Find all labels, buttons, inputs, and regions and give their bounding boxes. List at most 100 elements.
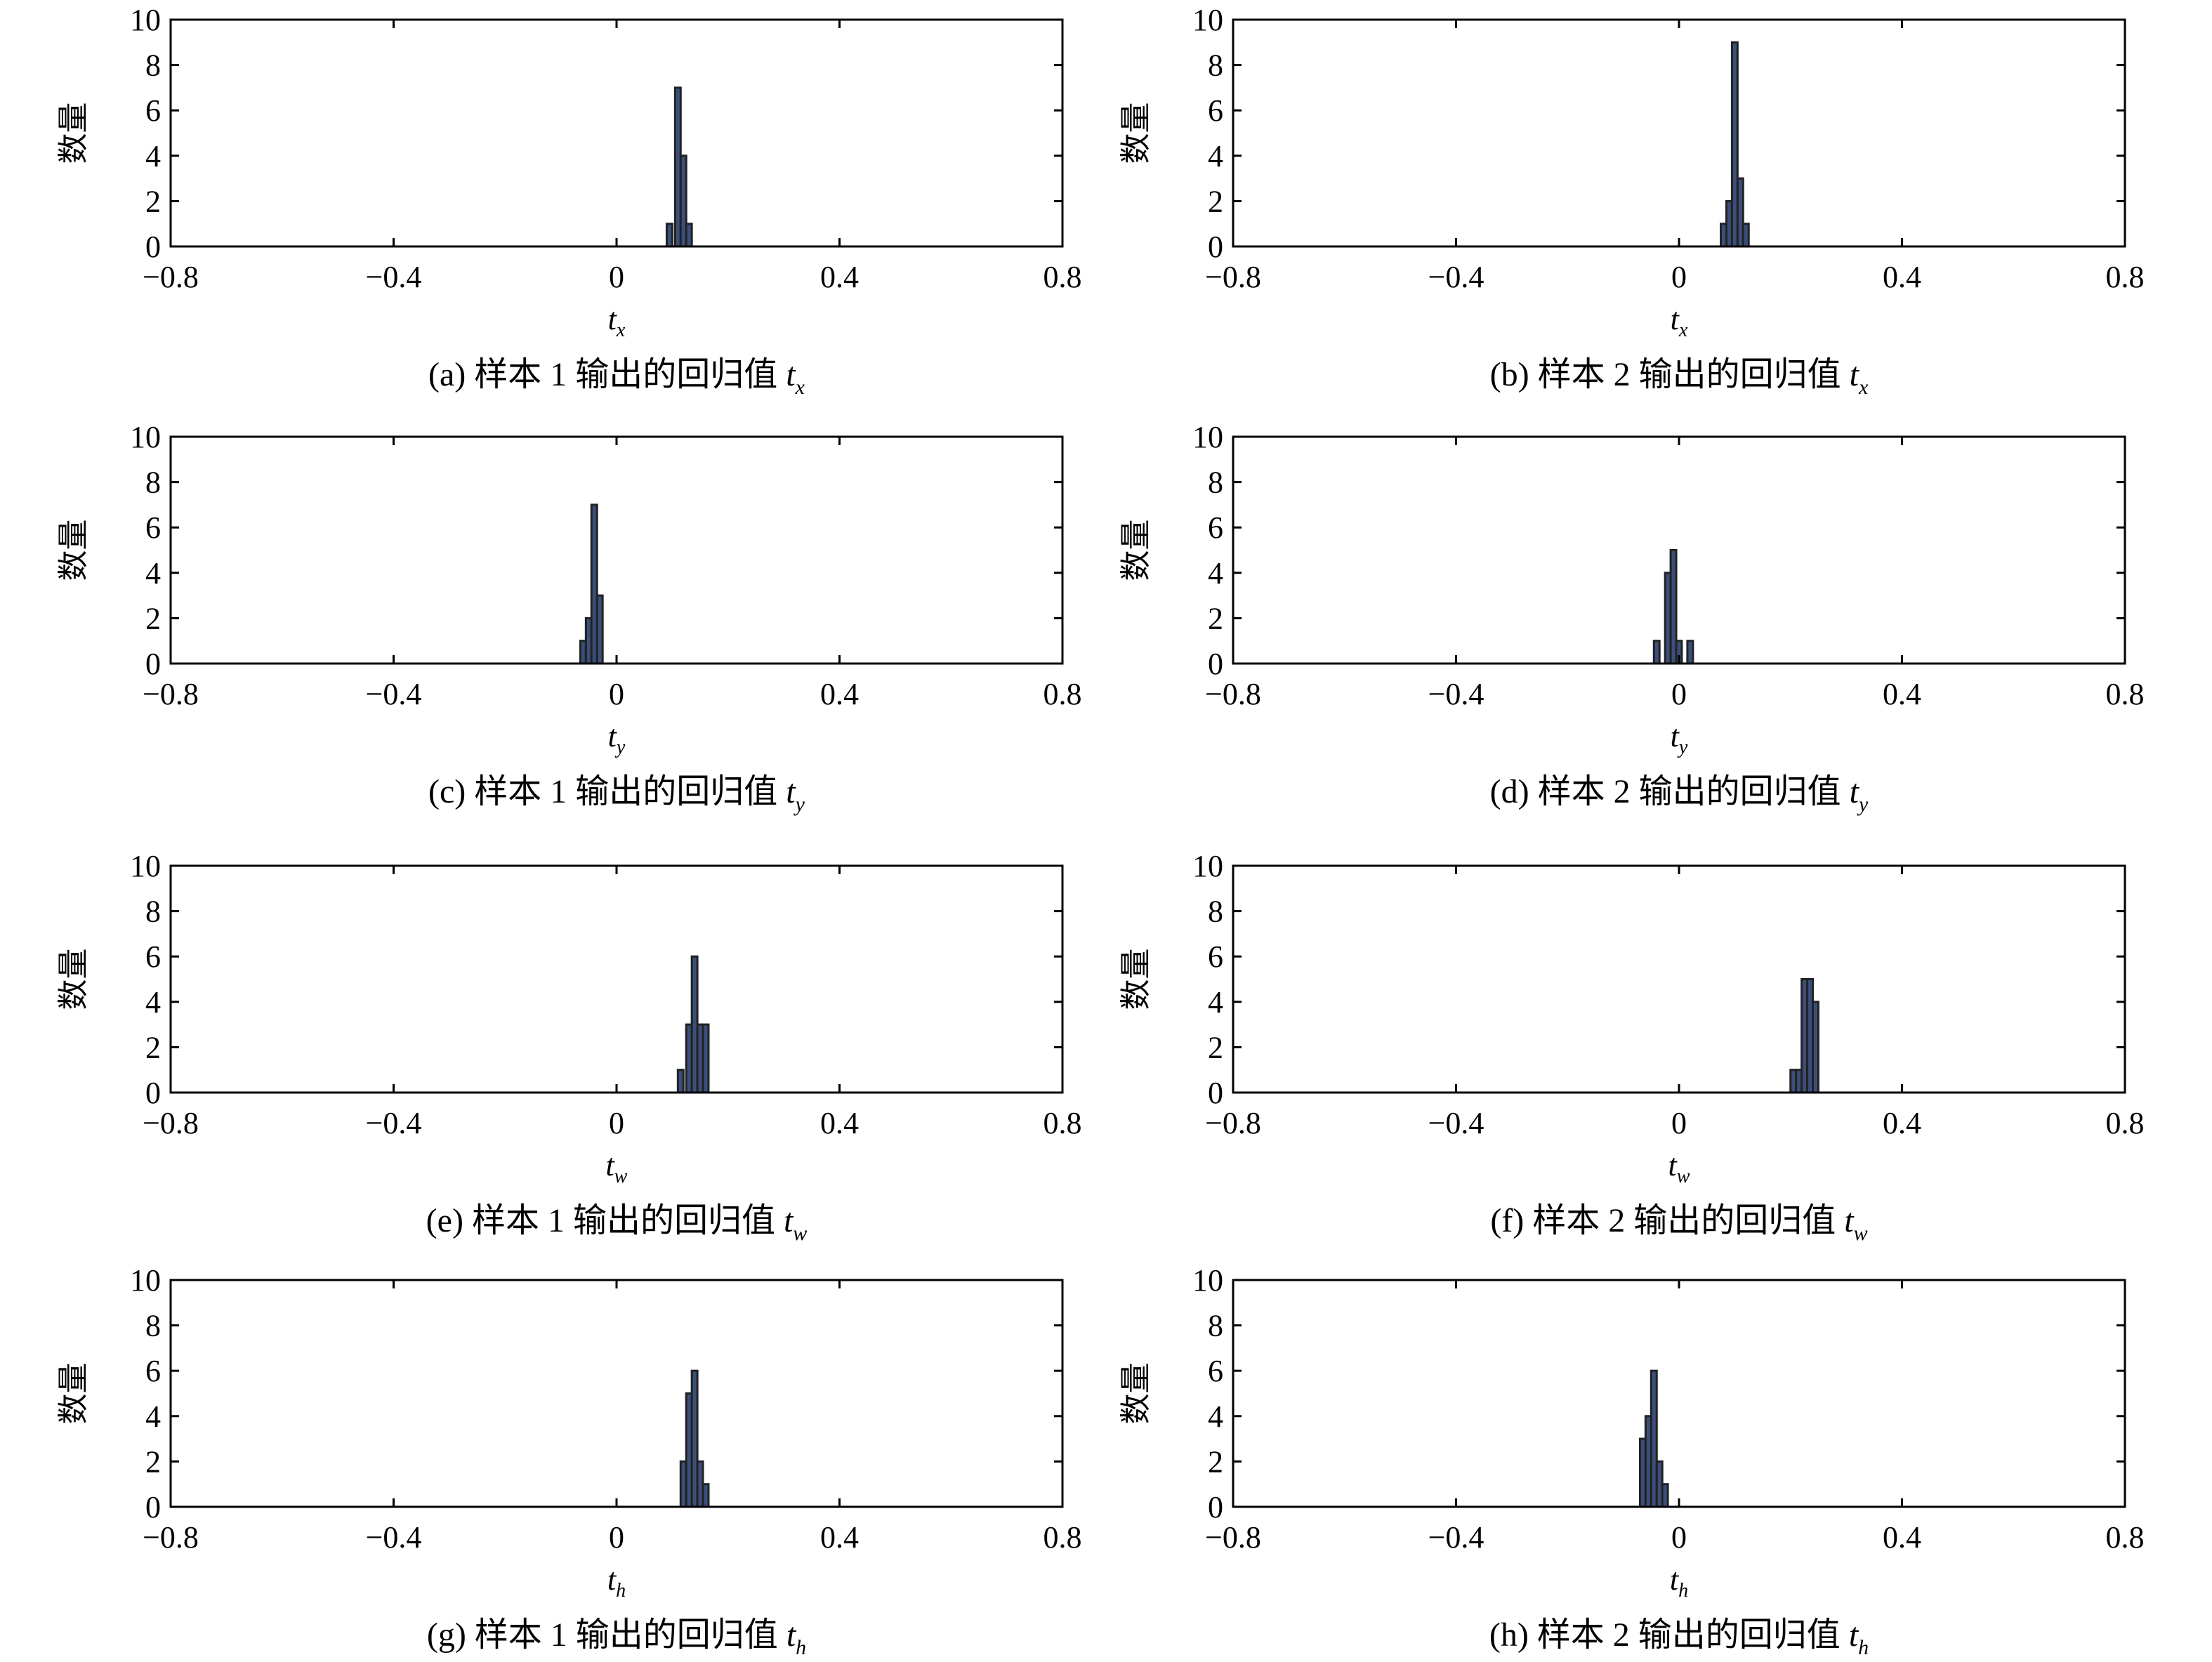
y-tick-label: 2 [145,1030,161,1064]
x-tick-label: −0.4 [366,260,422,294]
x-tick-label: 0 [1671,1106,1687,1140]
y-tick-label: 6 [145,939,161,974]
x-axis-label-var: t [608,302,618,336]
caption-text: (h) 样本 2 输出的回归值 [1489,1616,1849,1654]
y-tick-label: 4 [145,985,161,1020]
panel-caption: (h) 样本 2 输出的回归值 th [1489,1616,1869,1659]
y-tick-label: 10 [130,3,161,37]
histogram-bar [1742,223,1750,248]
y-tick-label: 2 [145,601,161,635]
histogram-bar [1661,1483,1669,1508]
y-tick-label: 0 [1208,647,1223,681]
histogram-bar [702,1483,710,1508]
histogram-bar [676,1069,685,1094]
caption-text: (a) 样本 1 输出的回归值 [428,356,786,393]
x-tick-label: −0.8 [143,1106,199,1140]
caption-sub: x [1858,376,1869,399]
x-tick-label: −0.4 [366,1520,422,1555]
plot-frame [1232,435,2126,665]
x-axis-label: th [607,1562,626,1602]
x-axis-label-sub: h [1678,1580,1688,1602]
x-tick-label: 0.8 [1044,1520,1082,1555]
y-tick-label: 10 [130,849,161,883]
x-axis-label-var: t [1671,302,1680,336]
plot-frame [169,435,1064,665]
x-axis-label-var: t [1668,1148,1678,1182]
x-tick-label: 0.8 [1044,260,1082,294]
y-tick-label: 4 [145,556,161,591]
panel-caption: (d) 样本 2 输出的回归值 ty [1490,773,1869,816]
y-tick-label: 4 [1208,1399,1223,1434]
y-tick-label: 6 [145,510,161,545]
panel-caption: (a) 样本 1 输出的回归值 tx [428,356,805,399]
x-tick-label: 0.4 [820,677,859,711]
x-axis-label-sub: y [614,737,626,758]
panel-caption: (g) 样本 1 输出的回归值 th [427,1616,806,1659]
caption-text: (d) 样本 2 输出的回归值 [1490,773,1850,810]
caption-sub: h [796,1636,806,1659]
x-tick-label: −0.8 [143,1520,199,1555]
y-tick-label: 0 [1208,1490,1223,1524]
caption-sub: y [794,793,805,816]
y-tick-label: 2 [145,1444,161,1479]
x-axis-label: tx [608,302,626,341]
x-axis-label-var: t [608,719,618,753]
histogram-bar [1812,1001,1819,1094]
caption-text: (g) 样本 1 输出的回归值 [427,1616,786,1654]
y-tick-label: 2 [1208,1030,1223,1064]
plot-frame [169,18,1064,248]
caption-var: t [786,1616,797,1654]
x-axis-label-sub: x [1678,319,1688,341]
plot-frame [1232,864,2126,1094]
x-tick-label: −0.8 [143,260,199,294]
histogram-bar [685,223,693,248]
caption-var: t [1849,1616,1859,1654]
y-tick-label: 0 [145,1490,161,1524]
histogram-bar [595,594,604,665]
x-tick-label: −0.4 [1428,1520,1484,1555]
y-tick-label: 2 [1208,601,1223,635]
y-tick-label: 4 [145,139,161,173]
caption-sub: y [1857,793,1869,816]
x-tick-label: −0.4 [1428,260,1484,294]
x-axis-label-var: t [1670,1562,1680,1597]
y-axis-label: 数量 [1118,520,1154,581]
y-tick-label: 8 [145,48,161,83]
x-tick-label: −0.4 [366,1106,422,1140]
plot-frame [169,864,1064,1094]
x-axis-label-sub: w [1677,1166,1690,1187]
y-tick-label: 10 [1192,849,1223,883]
x-axis-label: th [1670,1562,1688,1602]
x-tick-label: 0.4 [1883,1106,1921,1140]
x-tick-label: 0 [1671,1520,1687,1555]
y-axis-label: 数量 [55,520,91,581]
x-tick-label: −0.4 [1428,1106,1484,1140]
x-axis-label: tx [1671,302,1688,341]
y-tick-label: 8 [145,1309,161,1343]
histogram-bar [1686,640,1694,665]
y-tick-label: 0 [1208,1076,1223,1110]
caption-sub: w [793,1222,807,1245]
x-tick-label: −0.4 [366,677,422,711]
x-axis-label: ty [608,719,626,758]
x-tick-label: −0.8 [1205,260,1261,294]
y-axis-label: 数量 [1118,103,1154,164]
caption-var: t [786,356,796,393]
caption-var: t [1850,773,1860,810]
x-tick-label: −0.8 [1205,1106,1261,1140]
caption-var: t [1850,356,1860,393]
x-tick-label: −0.4 [1428,677,1484,711]
y-axis-label: 数量 [55,103,91,164]
x-axis-label-sub: y [1677,737,1688,758]
x-tick-label: 0 [609,1106,624,1140]
y-tick-label: 4 [1208,139,1223,173]
x-tick-label: 0.8 [2106,260,2145,294]
y-tick-label: 8 [145,466,161,500]
x-tick-label: 0.4 [820,1520,859,1555]
panel-caption: (e) 样本 1 输出的回归值 tw [426,1202,808,1245]
